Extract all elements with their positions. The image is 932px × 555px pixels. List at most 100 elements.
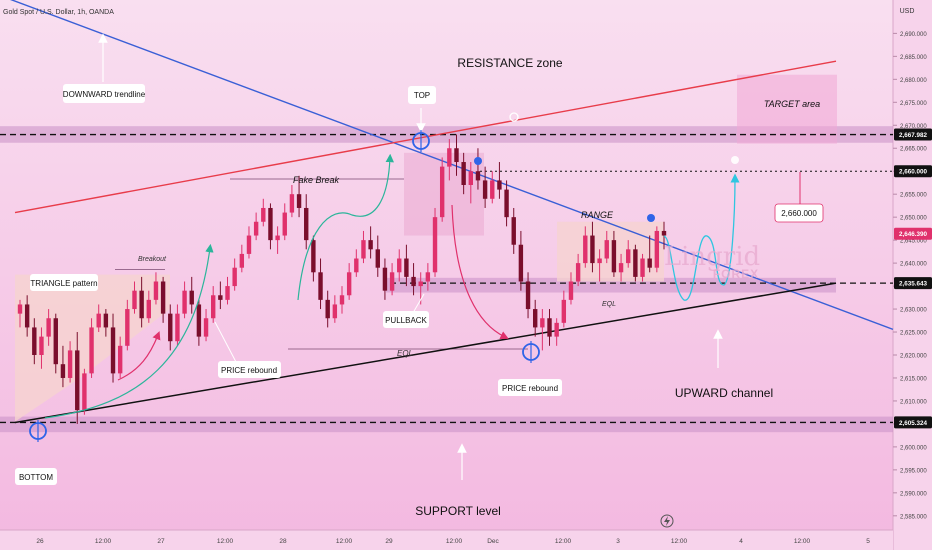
candle-body [482, 180, 488, 199]
candle [218, 281, 223, 310]
watermark-line2: FOREX [713, 267, 759, 281]
candle-body [117, 345, 123, 374]
x-tick-label: 3 [616, 538, 620, 545]
candle [382, 258, 388, 300]
fake-break-label: Fake Break [293, 175, 340, 185]
candle [318, 258, 323, 310]
x-tick-label: 27 [157, 538, 165, 545]
candle [17, 299, 23, 328]
x-tick-label: 29 [385, 538, 393, 545]
candle-body [67, 350, 73, 378]
top-box: TOP [408, 86, 436, 104]
rebound-arrow-mid [297, 153, 394, 301]
candle [597, 249, 602, 282]
y-tick-label: 2,620.000 [900, 354, 927, 360]
candle [39, 327, 44, 369]
price-rebound-mid-box: PRICE rebound [498, 379, 562, 396]
y-tick-label: 2,600.000 [900, 445, 927, 451]
candle-body [82, 373, 87, 411]
candle [311, 235, 316, 282]
candle [261, 198, 266, 227]
candle-body [518, 244, 524, 282]
candle-body [533, 309, 538, 328]
candle-body [261, 207, 266, 222]
y-tick-label: 2,640.000 [900, 262, 927, 268]
candle [196, 299, 202, 346]
candle [117, 336, 123, 378]
candle [583, 226, 588, 268]
candle-body [218, 295, 223, 300]
y-tick-label: 2,655.000 [900, 193, 927, 199]
y-tick-label: 2,650.000 [900, 216, 927, 222]
candle [146, 290, 151, 323]
candle-body [225, 286, 230, 300]
candle-body [304, 207, 309, 241]
price-tag-label: 2,660.000 [899, 169, 928, 176]
x-tick-label: 26 [36, 538, 44, 545]
candle [518, 230, 524, 291]
candle [203, 309, 209, 342]
candle [432, 207, 438, 277]
lightning-icon[interactable] [660, 514, 674, 528]
resistance-trendline [14, 60, 837, 214]
candle [482, 166, 488, 208]
candle [425, 263, 431, 291]
candle [53, 313, 58, 374]
x-tick-label: 5 [866, 538, 870, 545]
triangle-arrow [117, 331, 161, 381]
downward-trendline-label: DOWNWARD trendline [63, 90, 146, 99]
bottom-box: BOTTOM [15, 468, 57, 485]
candle [282, 203, 287, 241]
y-tick-label: 2,625.000 [900, 331, 927, 337]
candle-body [32, 327, 37, 355]
candle [268, 203, 273, 250]
price-tag-label: 2,646.390 [899, 231, 928, 238]
candle-body [17, 304, 23, 314]
upward-channel-label: UPWARD channel [675, 386, 773, 400]
target-price-box: 2,660.000 [774, 203, 824, 223]
candle [361, 230, 366, 264]
price-rebound-left-label: PRICE rebound [221, 366, 277, 375]
y-tick-label: 2,630.000 [900, 308, 927, 314]
candle [75, 332, 80, 424]
candle [339, 286, 345, 314]
candle [497, 162, 502, 199]
candle [447, 139, 452, 181]
touch-point-1 [474, 157, 482, 165]
y-tick-label: 2,665.000 [900, 147, 927, 153]
candle [82, 368, 87, 415]
candle-body [561, 299, 567, 323]
price-tag-bg [894, 277, 932, 290]
candle-body [611, 240, 617, 273]
triangle-pattern-label: TRIANGLE pattern [30, 279, 97, 288]
x-tick-label: 12:00 [671, 538, 688, 545]
candle-body [475, 171, 481, 181]
candle-body [311, 240, 316, 273]
candle-body [146, 299, 151, 319]
candle [60, 345, 66, 388]
level-price-tag: 2,605.324 [894, 416, 932, 429]
candle [375, 235, 380, 277]
pullback-box: PULLBACK [383, 311, 429, 328]
candle [647, 235, 652, 273]
candle-body [361, 240, 366, 259]
candle [96, 304, 101, 333]
candle-body [389, 272, 395, 291]
candle [168, 304, 173, 351]
candle-body [246, 235, 252, 254]
x-tick-label: 28 [279, 538, 287, 545]
x-tick-label: Dec [487, 538, 499, 545]
candle-body [46, 318, 51, 337]
candle [504, 180, 509, 227]
candle-body [318, 272, 323, 300]
candle [182, 281, 187, 319]
candle [389, 263, 395, 296]
symbol-title: Gold Spot / U.S. Dollar, 1h, OANDA [3, 9, 114, 16]
time-axis[interactable]: 26 12:00 27 12:00 28 12:00 29 12:00 Dec 12:00 3 12:… [36, 538, 870, 545]
candle-body [468, 171, 473, 185]
candle-body [332, 304, 338, 319]
y-tick-label: 2,675.000 [900, 101, 927, 107]
watermark-line1: Lingrid [664, 242, 760, 272]
x-tick-label: 12:00 [217, 538, 234, 545]
candle-body [132, 290, 137, 310]
